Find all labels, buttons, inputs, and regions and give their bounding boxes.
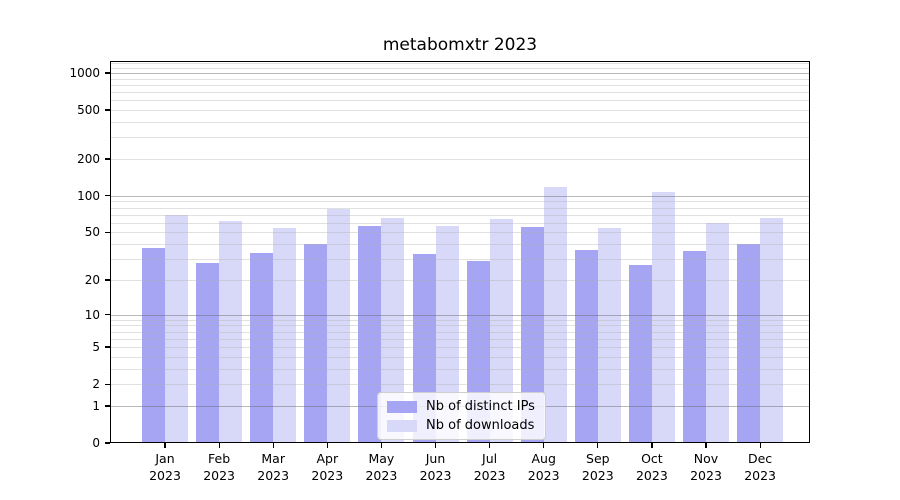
y-tick-mark-500 [105,109,110,111]
x-tick-label-jul: Jul 2023 [473,451,506,483]
y-tick-mark-100 [105,195,110,197]
y-tick-mark-0 [105,442,110,444]
x-tick-mark-sep [597,443,599,448]
x-tick-mark-feb [218,443,220,448]
y-tick-label-50: 50 [84,225,100,240]
x-tick-label-dec: Dec 2023 [744,451,776,483]
x-tick-mark-dec [759,443,761,448]
plot-area [110,61,810,443]
y-tick-mark-50 [105,231,110,234]
bar-downloads-nov [706,222,729,443]
y-tick-label-1: 1 [92,398,100,413]
legend-item-distinct-ips: Nb of distinct IPs [387,399,535,414]
bars-layer [110,61,810,443]
bar-downloads-jul [489,219,513,443]
bar-distinct-ips-apr [304,244,328,443]
bar-distinct-ips-aug [520,227,544,443]
y-tick-mark-200 [105,158,110,160]
x-tick-label-aug: Aug 2023 [527,451,560,483]
x-tick-mark-jan [164,443,166,448]
x-tick-label-feb: Feb 2023 [203,451,235,483]
bar-downloads-jan [165,215,188,443]
bar-distinct-ips-feb [196,262,220,443]
x-tick-label-jun: Jun 2023 [419,451,452,483]
x-tick-mark-aug [543,443,545,448]
bar-distinct-ips-dec [737,244,761,443]
bar-distinct-ips-mar [250,252,274,443]
bar-downloads-may [381,217,405,443]
legend-swatch-distinct-ips [387,400,417,413]
x-tick-mark-may [380,443,383,448]
x-tick-mark-oct [651,443,653,448]
y-tick-label-500: 500 [77,103,100,117]
bar-downloads-feb [219,221,243,443]
x-tick-label-mar: Mar 2023 [257,451,290,483]
x-tick-mark-nov [705,443,707,448]
bar-downloads-mar [273,228,297,443]
bar-distinct-ips-may [358,225,382,443]
bar-distinct-ips-jan [142,248,165,443]
bar-distinct-ips-nov [683,251,706,443]
y-tick-mark-1000 [105,72,110,74]
bar-downloads-sep [597,228,621,443]
y-tick-label-100: 100 [77,188,100,203]
bar-downloads-jun [435,225,459,443]
x-tick-label-apr: Apr 2023 [311,451,344,483]
chart-title: metabomxtr 2023 [382,35,538,55]
y-tick-mark-20 [105,279,110,281]
x-tick-mark-jul [489,443,491,448]
y-tick-mark-1 [105,405,110,407]
y-tick-mark-10 [105,314,110,316]
bar-distinct-ips-sep [574,249,598,443]
y-tick-mark-5 [105,346,110,348]
legend-label-distinct-ips: Nb of distinct IPs [426,399,535,414]
x-tick-mark-apr [326,443,328,448]
y-tick-label-0: 0 [92,436,100,450]
x-tick-label-oct: Oct 2023 [635,451,668,483]
bar-downloads-oct [651,191,675,443]
x-tick-label-may: May 2023 [365,451,398,483]
legend-swatch-downloads [387,419,417,432]
y-tick-mark-2 [105,383,110,385]
legend-item-downloads: Nb of downloads [387,418,535,433]
y-tick-label-5: 5 [92,340,100,354]
bar-downloads-dec [760,217,784,443]
legend-label-downloads: Nb of downloads [426,418,535,433]
x-tick-mark-mar [272,443,274,448]
y-tick-label-20: 20 [84,272,100,287]
y-tick-label-10: 10 [84,307,100,322]
x-tick-label-sep: Sep 2023 [581,451,614,483]
y-tick-label-200: 200 [77,151,100,166]
x-tick-label-nov: Nov 2023 [690,451,722,483]
y-tick-label-1000: 1000 [69,65,100,80]
legend: Nb of distinct IPs Nb of downloads [377,392,546,440]
bar-downloads-apr [327,209,351,443]
bar-distinct-ips-oct [628,264,652,443]
y-tick-label-2: 2 [92,377,100,392]
x-tick-label-jan: Jan 2023 [149,451,181,483]
bar-downloads-aug [543,187,567,443]
x-tick-mark-jun [434,443,437,448]
